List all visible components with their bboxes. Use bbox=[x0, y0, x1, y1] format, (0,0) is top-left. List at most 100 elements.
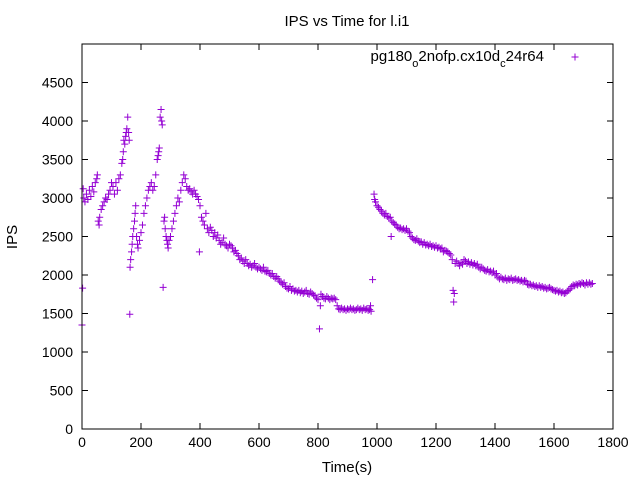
data-point bbox=[131, 217, 139, 225]
data-point bbox=[226, 240, 233, 248]
x-tick-label: 200 bbox=[129, 434, 153, 450]
data-point bbox=[521, 276, 528, 284]
data-point bbox=[354, 304, 362, 312]
data-point bbox=[159, 283, 167, 291]
data-point bbox=[133, 233, 141, 240]
data-point bbox=[556, 287, 564, 295]
data-point bbox=[338, 304, 346, 312]
data-point bbox=[103, 196, 111, 204]
data-point bbox=[445, 249, 453, 257]
legend: pg180o2nofp.cx10dc24r64 bbox=[371, 48, 579, 70]
data-point bbox=[326, 296, 334, 304]
data-point bbox=[463, 259, 471, 267]
data-point bbox=[161, 213, 169, 221]
data-point bbox=[367, 302, 375, 310]
data-point bbox=[367, 307, 375, 315]
data-point bbox=[405, 229, 413, 237]
data-point bbox=[444, 248, 452, 256]
data-point bbox=[99, 202, 107, 210]
data-point bbox=[256, 265, 264, 273]
data-point bbox=[450, 298, 458, 306]
data-point bbox=[370, 190, 378, 198]
data-point bbox=[538, 283, 546, 291]
data-point bbox=[220, 234, 228, 242]
data-point bbox=[203, 225, 211, 233]
data-point bbox=[323, 293, 331, 301]
data-point bbox=[82, 190, 90, 198]
data-point bbox=[177, 186, 185, 194]
data-point bbox=[397, 224, 405, 232]
data-point bbox=[568, 283, 576, 291]
data-point bbox=[519, 278, 527, 286]
data-point bbox=[155, 148, 163, 156]
data-point bbox=[376, 206, 384, 214]
data-point bbox=[307, 288, 315, 296]
data-point bbox=[113, 186, 121, 194]
legend-label: pg180o2nofp.cx10dc24r64 bbox=[371, 48, 544, 70]
data-point bbox=[296, 289, 304, 297]
data-point bbox=[115, 175, 123, 183]
data-point bbox=[155, 144, 163, 152]
data-point bbox=[504, 275, 512, 283]
data-point bbox=[105, 190, 113, 198]
data-point bbox=[435, 243, 443, 251]
data-point bbox=[186, 185, 194, 193]
data-point bbox=[209, 233, 217, 240]
data-point bbox=[200, 221, 208, 229]
data-point bbox=[126, 310, 134, 318]
y-tick-label: 500 bbox=[50, 383, 74, 399]
data-point bbox=[346, 304, 354, 312]
x-axis-label: Time(s) bbox=[322, 459, 372, 476]
data-point bbox=[174, 194, 182, 202]
data-point bbox=[122, 132, 130, 140]
data-point bbox=[522, 277, 530, 285]
data-point bbox=[339, 306, 347, 314]
y-tick-label: 3500 bbox=[42, 152, 73, 168]
data-point bbox=[410, 236, 418, 244]
data-point bbox=[290, 287, 298, 295]
data-point bbox=[457, 259, 465, 267]
data-point bbox=[84, 196, 92, 204]
data-point bbox=[112, 179, 120, 187]
data-point bbox=[342, 306, 350, 314]
data-point bbox=[259, 263, 267, 271]
data-point bbox=[136, 236, 144, 244]
data-point bbox=[125, 129, 133, 137]
data-point bbox=[149, 186, 157, 194]
data-point bbox=[93, 171, 101, 179]
data-point bbox=[302, 286, 310, 294]
data-point bbox=[264, 266, 272, 274]
data-point bbox=[165, 236, 173, 244]
data-point bbox=[90, 188, 98, 196]
data-point bbox=[329, 295, 337, 303]
x-tick-label: 1200 bbox=[420, 434, 451, 450]
data-point bbox=[195, 196, 203, 204]
data-point bbox=[94, 217, 102, 225]
data-point bbox=[503, 276, 511, 284]
data-point bbox=[251, 259, 259, 267]
data-point bbox=[472, 262, 480, 270]
data-point bbox=[369, 276, 377, 284]
x-tick-label: 400 bbox=[188, 434, 212, 450]
data-point bbox=[91, 179, 99, 187]
data-point bbox=[448, 256, 456, 264]
legend-marker-symbol bbox=[571, 53, 579, 61]
data-point bbox=[268, 269, 276, 277]
data-point bbox=[116, 171, 124, 179]
data-point bbox=[428, 243, 436, 251]
data-point bbox=[184, 186, 192, 194]
data-point bbox=[526, 280, 534, 288]
data-point bbox=[344, 305, 351, 313]
data-point bbox=[391, 220, 399, 228]
data-point bbox=[181, 175, 189, 183]
data-point bbox=[158, 117, 166, 125]
data-point bbox=[360, 304, 368, 312]
data-point bbox=[332, 296, 340, 304]
data-point bbox=[199, 217, 207, 225]
data-point bbox=[150, 182, 158, 190]
data-point bbox=[301, 288, 309, 296]
data-point bbox=[349, 305, 357, 313]
data-point bbox=[449, 286, 457, 294]
data-point bbox=[134, 244, 142, 252]
